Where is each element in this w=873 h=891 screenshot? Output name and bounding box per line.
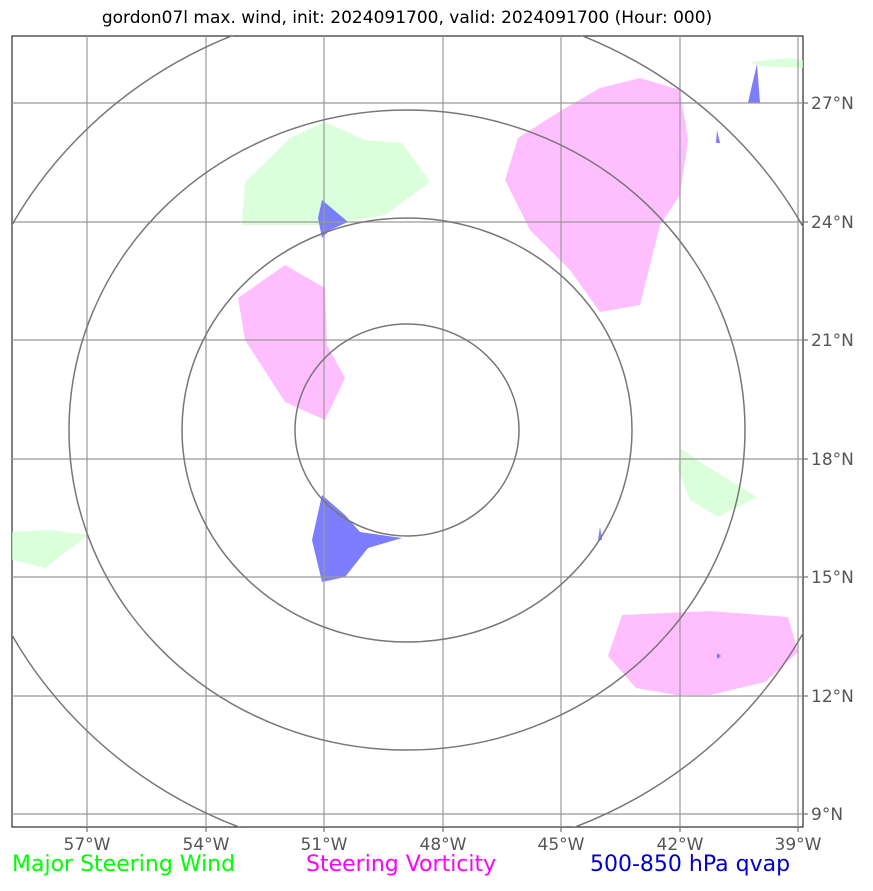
qvap-area-center bbox=[312, 495, 402, 582]
wind-area-north bbox=[242, 122, 430, 225]
wind-area-northeast bbox=[750, 58, 803, 68]
vorticity-area-northeast bbox=[505, 78, 688, 312]
qvap-area-speck-3 bbox=[717, 653, 721, 659]
tick-marks bbox=[86, 102, 808, 832]
qvap-area-northeast bbox=[748, 64, 760, 103]
lon-label-45w: 45°W bbox=[538, 835, 585, 855]
vorticity-area-west bbox=[238, 265, 345, 420]
graticule bbox=[12, 36, 803, 827]
qvap-area-north bbox=[318, 200, 348, 238]
lon-label-48w: 48°W bbox=[420, 835, 467, 855]
vorticity-areas bbox=[238, 78, 798, 695]
vorticity-area-southeast bbox=[608, 611, 798, 695]
lon-label-54w: 54°W bbox=[183, 835, 230, 855]
lat-label-21n: 21°N bbox=[811, 331, 854, 351]
legend-qvap: 500-850 hPa qvap bbox=[590, 852, 791, 877]
lon-label-39w: 39°W bbox=[775, 835, 822, 855]
lat-label-12n: 12°N bbox=[811, 687, 854, 707]
lat-label-24n: 24°N bbox=[811, 213, 854, 233]
lat-label-18n: 18°N bbox=[811, 450, 854, 470]
lat-label-9n: 9°N bbox=[811, 805, 843, 825]
lon-label-42w: 42°W bbox=[657, 835, 704, 855]
range-ring-1 bbox=[294, 323, 520, 537]
qvap-areas bbox=[312, 64, 760, 659]
map-title: gordon07l max. wind, init: 2024091700, v… bbox=[101, 8, 713, 28]
wind-area-west bbox=[12, 530, 88, 568]
legend-steering-wind: Major Steering Wind bbox=[12, 852, 236, 877]
legend-steering-vorticity: Steering Vorticity bbox=[306, 852, 497, 877]
lat-label-15n: 15°N bbox=[811, 568, 854, 588]
qvap-area-speck-1 bbox=[716, 130, 720, 143]
range-rings bbox=[12, 36, 803, 827]
lat-label-27n: 27°N bbox=[811, 94, 854, 114]
range-ring-3 bbox=[68, 109, 746, 751]
lon-label-51w: 51°W bbox=[301, 835, 348, 855]
lon-label-57w: 57°W bbox=[64, 835, 111, 855]
range-ring-2 bbox=[181, 217, 633, 643]
